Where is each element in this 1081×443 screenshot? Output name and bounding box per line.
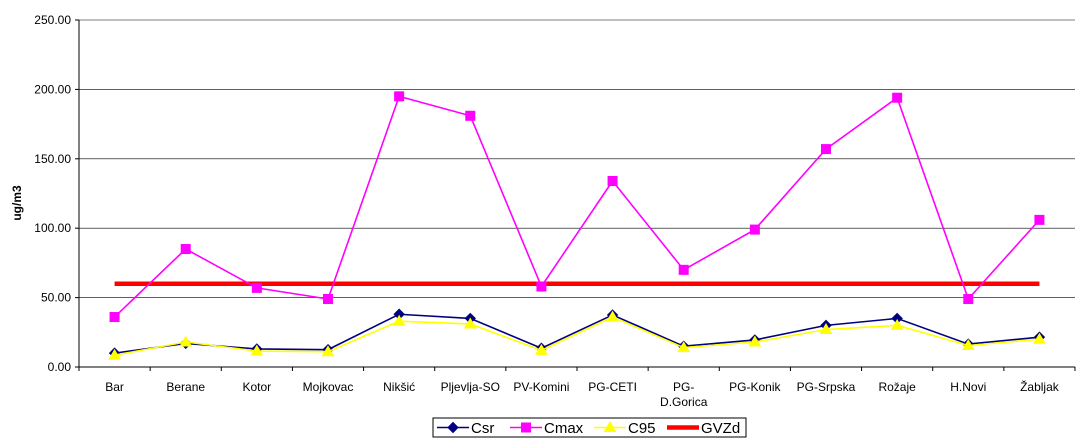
x-tick-label: Bar <box>105 380 124 394</box>
x-tick-label: Rožaje <box>878 380 916 394</box>
grid-layer <box>79 19 1075 298</box>
point-c95 <box>890 318 904 330</box>
point-c95 <box>535 343 548 355</box>
x-tick-label-line: Nikšić <box>383 380 415 394</box>
x-tick-label-line: H.Novi <box>950 380 986 394</box>
x-tick-label: Kotor <box>243 380 272 394</box>
point-cmax <box>892 92 903 103</box>
y-tick-label: 0.00 <box>48 360 72 374</box>
legend-label-csr: Csr <box>471 420 494 437</box>
legend-marker-c95 <box>603 421 617 432</box>
point-c95 <box>321 345 335 357</box>
point-c95 <box>108 348 121 360</box>
x-tick-label-line: Pljevlja-SO <box>441 380 500 394</box>
x-tick-label: H.Novi <box>950 380 986 394</box>
point-cmax <box>251 282 262 293</box>
x-tick-label-line: PG-Konik <box>729 380 781 394</box>
x-tick-label: PG-Srpska <box>797 380 856 394</box>
y-axis-label: ug/m3 <box>10 185 24 221</box>
series-line-csr <box>114 313 1040 354</box>
x-tick-label-line: PV-Komini <box>513 380 569 394</box>
point-cmax <box>1034 214 1045 225</box>
axis-layer: 0.00 50.00 100.00 150.00 200.00 250.00 Bar Bera… <box>34 13 1076 409</box>
y-tick-label: 100.00 <box>34 221 71 235</box>
legend-marker-csr <box>447 421 459 434</box>
x-tick-label: Mojkovac <box>303 380 354 394</box>
x-tick-label-line: Rožaje <box>878 380 916 394</box>
point-c95 <box>677 341 691 353</box>
point-cmax <box>536 281 547 292</box>
point-cmax <box>678 264 689 275</box>
point-cmax <box>963 293 974 304</box>
point-c95 <box>961 338 975 350</box>
point-c95 <box>606 310 619 322</box>
x-tick-label: PV-Komini <box>513 380 569 394</box>
point-cmax <box>323 293 333 304</box>
legend-marker-cmax <box>521 422 531 433</box>
point-cmax <box>749 224 760 235</box>
point-c95 <box>1033 332 1046 344</box>
x-tick-label-line: PG- <box>673 380 694 394</box>
y-tick-label: 50.00 <box>41 291 71 305</box>
x-tick-label-line: Žabljak <box>1020 379 1060 394</box>
legend-label-cmax: Cmax <box>544 420 584 437</box>
x-tick-label-line: PG-Srpska <box>797 380 856 394</box>
x-tick-label: PG-CETI <box>588 380 637 394</box>
point-c95 <box>463 317 477 329</box>
x-tick-label-line: Mojkovac <box>303 380 354 394</box>
x-tick-label-line: Bar <box>105 380 124 394</box>
legend: Csr Cmax C95 GVZd <box>432 417 747 438</box>
point-cmax <box>821 144 831 155</box>
point-cmax <box>180 244 191 255</box>
series-line-cmax <box>114 95 1041 318</box>
point-cmax <box>465 110 476 121</box>
x-tick-label: Pljevlja-SO <box>441 380 500 394</box>
series-line-c95 <box>114 316 1040 356</box>
legend-label-gvzd: GVZd <box>701 420 740 437</box>
x-tick-label-line: Kotor <box>243 380 272 394</box>
point-cmax <box>394 91 405 102</box>
x-tick-label: PG-Konik <box>729 380 781 394</box>
legend-box <box>432 417 747 438</box>
series-layer <box>108 91 1046 360</box>
x-tick-label-line: D.Gorica <box>660 395 708 409</box>
legend-label-c95: C95 <box>628 420 656 437</box>
x-tick-label: Nikšić <box>383 380 415 394</box>
y-tick-label: 150.00 <box>34 152 71 166</box>
x-tick-label: Žabljak <box>1020 379 1060 394</box>
point-c95 <box>392 314 406 326</box>
point-c95 <box>819 323 833 335</box>
x-tick-label-line: Berane <box>166 380 205 394</box>
point-c95 <box>250 344 264 356</box>
point-c95 <box>179 335 193 347</box>
point-cmax <box>607 176 618 187</box>
y-tick-label: 200.00 <box>34 82 71 96</box>
x-tick-label: Berane <box>166 380 205 394</box>
point-cmax <box>109 312 120 323</box>
x-tick-label-line: PG-CETI <box>588 380 637 394</box>
x-tick-label: PG-D.Gorica <box>660 380 708 409</box>
y-tick-label: 250.00 <box>34 13 71 27</box>
point-c95 <box>748 335 762 347</box>
